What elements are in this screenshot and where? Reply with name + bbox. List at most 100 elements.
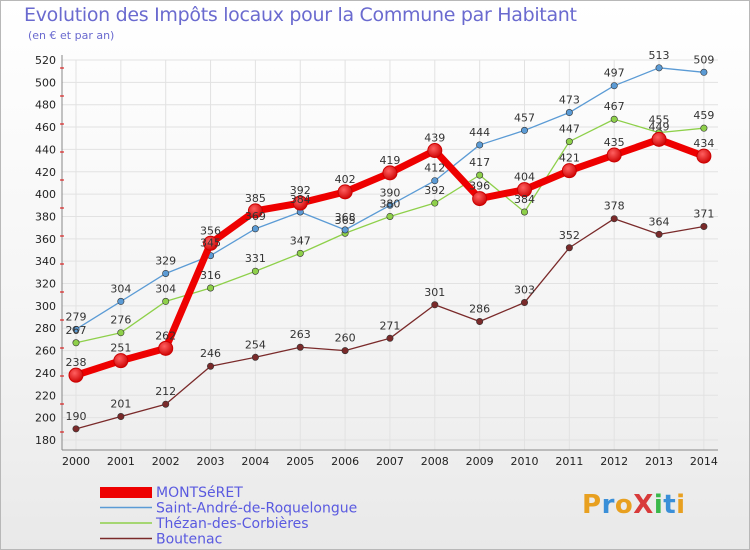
series-saint-andre-point <box>162 269 170 277</box>
logo-letter: i <box>676 490 686 520</box>
series-montseret-point <box>561 163 577 179</box>
x-tick-label: 2009 <box>466 455 494 468</box>
series-boutenac-point <box>431 301 439 309</box>
y-tick-label: 260 <box>35 345 56 358</box>
series-montseret-point <box>203 235 219 251</box>
x-tick-label: 2003 <box>197 455 225 468</box>
series-thezan-label: 267 <box>66 324 87 337</box>
logo-letter: i <box>653 490 664 520</box>
series-saint-andre-label: 369 <box>245 210 266 223</box>
series-montseret-point <box>427 143 443 159</box>
series-boutenac-label: 201 <box>110 398 131 411</box>
series-boutenac-label: 212 <box>155 385 176 398</box>
y-tick-label: 360 <box>35 233 56 246</box>
y-tick-label: 200 <box>35 412 56 425</box>
series-saint-andre-point <box>520 126 528 134</box>
x-tick-label: 2010 <box>511 455 539 468</box>
series-thezan-label: 331 <box>245 252 266 265</box>
series-saint-andre-point <box>565 109 573 117</box>
series-saint-andre-point <box>700 68 708 76</box>
series-saint-andre-label: 368 <box>335 211 356 224</box>
series-saint-andre-label: 304 <box>110 282 131 295</box>
legend-boutenac-label: Boutenac <box>156 532 222 548</box>
series-montseret-label: 251 <box>110 342 131 355</box>
series-thezan-point <box>565 138 573 146</box>
series-boutenac-point <box>251 353 259 361</box>
series-boutenac-label: 271 <box>379 319 400 332</box>
series-thezan-point <box>162 297 170 305</box>
series-thezan-label: 467 <box>604 100 625 113</box>
series-saint-andre-point <box>251 225 259 233</box>
series-thezan-label: 347 <box>290 234 311 247</box>
series-montseret-point <box>382 165 398 181</box>
series-boutenac-label: 190 <box>66 410 87 423</box>
y-tick-label: 220 <box>35 389 56 402</box>
x-tick-label: 2001 <box>107 455 135 468</box>
y-tick-label: 480 <box>35 99 56 112</box>
series-saint-andre-label: 390 <box>379 186 400 199</box>
series-saint-andre-point <box>610 82 618 90</box>
y-tick-label: 400 <box>35 188 56 201</box>
series-boutenac-label: 246 <box>200 347 221 360</box>
series-montseret-point <box>696 148 712 164</box>
y-tick-label: 180 <box>35 434 56 447</box>
series-montseret-label: 435 <box>604 136 625 149</box>
series-thezan-point <box>386 212 394 220</box>
series-boutenac-label: 263 <box>290 328 311 341</box>
series-thezan-point <box>207 284 215 292</box>
series-thezan-point <box>476 171 484 179</box>
series-saint-andre-label: 509 <box>693 53 714 66</box>
series-saint-andre-label: 412 <box>424 162 445 175</box>
x-tick-label: 2012 <box>600 455 628 468</box>
logo-letter: X <box>633 490 654 520</box>
chart-subtitle: (en € et par an) <box>28 29 115 42</box>
series-saint-andre-point <box>431 177 439 185</box>
series-thezan-label: 384 <box>514 193 535 206</box>
series-thezan-label: 392 <box>424 184 445 197</box>
series-montseret-point <box>337 184 353 200</box>
series-boutenac-point <box>386 334 394 342</box>
series-montseret-label: 385 <box>245 192 266 205</box>
legend-montseret-swatch <box>100 487 152 498</box>
series-thezan-point <box>431 199 439 207</box>
series-montseret-label: 404 <box>514 171 535 184</box>
x-tick-label: 2008 <box>421 455 449 468</box>
series-boutenac-point <box>207 362 215 370</box>
series-boutenac-point <box>296 343 304 351</box>
series-thezan-label: 455 <box>649 114 670 127</box>
logo-letter: o <box>614 490 634 520</box>
series-montseret-label: 262 <box>155 329 176 342</box>
series-montseret-point <box>606 147 622 163</box>
series-saint-andre-label: 513 <box>649 49 670 62</box>
series-saint-andre-point <box>476 141 484 149</box>
series-montseret-label: 421 <box>559 152 580 165</box>
logo-letter: t <box>663 490 677 520</box>
series-thezan-label: 304 <box>155 282 176 295</box>
y-tick-label: 420 <box>35 166 56 179</box>
series-montseret-point <box>517 182 532 198</box>
series-saint-andre-point <box>341 226 349 234</box>
series-montseret-label: 434 <box>693 137 714 150</box>
y-tick-label: 380 <box>35 210 56 223</box>
series-montseret-point <box>158 340 174 356</box>
series-saint-andre-point <box>117 297 125 305</box>
x-tick-label: 2002 <box>152 455 180 468</box>
series-thezan-label: 447 <box>559 123 580 136</box>
series-boutenac-label: 301 <box>424 286 445 299</box>
series-boutenac-label: 371 <box>693 208 714 221</box>
x-tick-label: 2011 <box>555 455 583 468</box>
y-tick-label: 240 <box>35 367 56 380</box>
series-thezan-point <box>251 267 259 275</box>
series-saint-andre-label: 444 <box>469 126 490 139</box>
series-boutenac-point <box>341 347 349 355</box>
series-montseret-label: 356 <box>200 224 221 237</box>
proxiti-logo: ProXiti <box>582 490 686 520</box>
y-tick-label: 280 <box>35 322 56 335</box>
series-saint-andre-point <box>655 64 663 72</box>
series-montseret-point <box>113 353 129 369</box>
series-thezan-label: 365 <box>335 214 356 227</box>
series-montseret-point <box>247 203 263 219</box>
x-tick-label: 2006 <box>331 455 359 468</box>
series-saint-andre-label: 384 <box>290 193 311 206</box>
